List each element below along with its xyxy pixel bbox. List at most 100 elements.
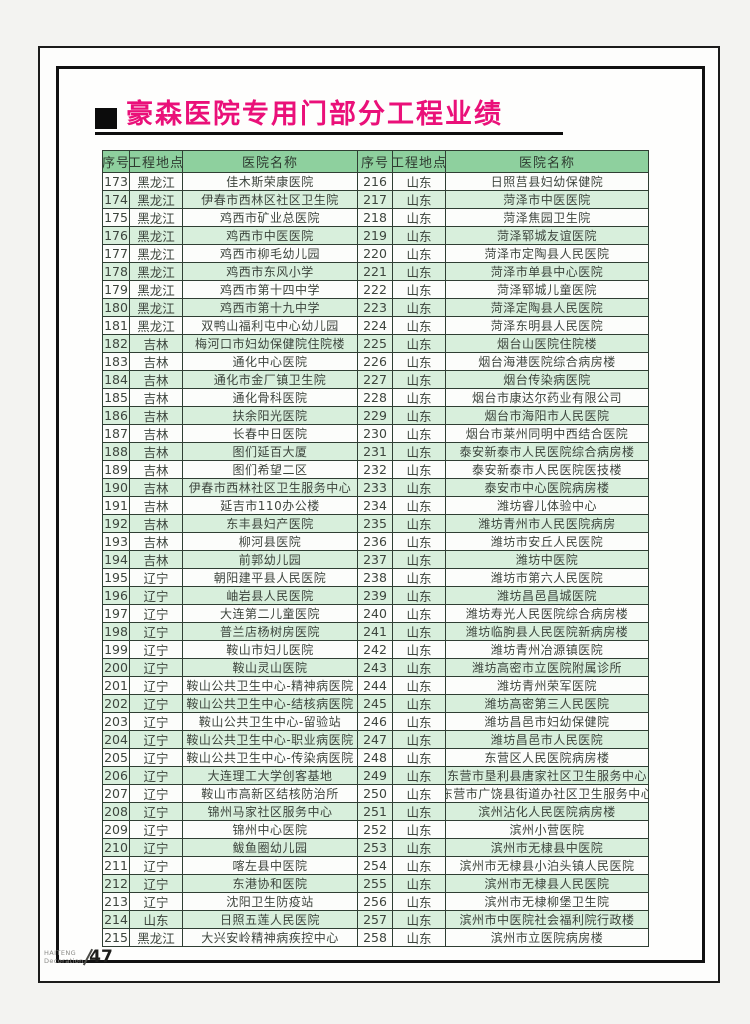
hospital-name-cell: 潍坊市安丘人民医院 — [446, 533, 649, 551]
location-cell: 山东 — [393, 551, 446, 569]
location-cell: 山东 — [393, 209, 446, 227]
location-cell: 辽宁 — [130, 767, 183, 785]
hospital-name-cell: 前郭幼儿园 — [183, 551, 358, 569]
hospital-name-cell: 菏泽焦园卫生院 — [446, 209, 649, 227]
column-header: 工程地点 — [130, 151, 183, 173]
hospital-name-cell: 图们希望二区 — [183, 461, 358, 479]
location-cell: 山东 — [393, 587, 446, 605]
location-cell: 山东 — [393, 173, 446, 191]
location-cell: 山东 — [393, 515, 446, 533]
location-cell: 辽宁 — [130, 713, 183, 731]
location-cell: 山东 — [393, 335, 446, 353]
row-number-cell: 206 — [103, 767, 130, 785]
row-number-cell: 177 — [103, 245, 130, 263]
hospital-name-cell: 图们延百大厦 — [183, 443, 358, 461]
row-number-cell: 225 — [358, 335, 393, 353]
hospital-name-cell: 潍坊睿儿体验中心 — [446, 497, 649, 515]
hospital-name-cell: 滨州小营医院 — [446, 821, 649, 839]
row-number-cell: 189 — [103, 461, 130, 479]
location-cell: 辽宁 — [130, 569, 183, 587]
hospital-name-cell: 烟台海港医院综合病房楼 — [446, 353, 649, 371]
hospital-name-cell: 泰安新泰市人民医院医技楼 — [446, 461, 649, 479]
row-number-cell: 178 — [103, 263, 130, 281]
hospital-name-cell: 潍坊高密市立医院附属诊所 — [446, 659, 649, 677]
location-cell: 山东 — [393, 371, 446, 389]
row-number-cell: 248 — [358, 749, 393, 767]
hospital-name-cell: 鸡西市第十九中学 — [183, 299, 358, 317]
location-cell: 辽宁 — [130, 803, 183, 821]
row-number-cell: 252 — [358, 821, 393, 839]
hospital-name-cell: 鸡西市第十四中学 — [183, 281, 358, 299]
row-number-cell: 186 — [103, 407, 130, 425]
location-cell: 山东 — [393, 317, 446, 335]
row-number-cell: 246 — [358, 713, 393, 731]
hospital-name-cell: 烟台山医院住院楼 — [446, 335, 649, 353]
hospital-name-cell: 通化市金厂镇卫生院 — [183, 371, 358, 389]
hospital-name-cell: 潍坊昌邑昌城医院 — [446, 587, 649, 605]
row-number-cell: 200 — [103, 659, 130, 677]
location-cell: 黑龙江 — [130, 281, 183, 299]
row-number-cell: 244 — [358, 677, 393, 695]
hospital-name-cell: 潍坊高密第三人民医院 — [446, 695, 649, 713]
location-cell: 吉林 — [130, 335, 183, 353]
location-cell: 山东 — [393, 893, 446, 911]
row-number-cell: 181 — [103, 317, 130, 335]
location-cell: 辽宁 — [130, 821, 183, 839]
row-number-cell: 211 — [103, 857, 130, 875]
column-header: 工程地点 — [393, 151, 446, 173]
hospital-name-cell: 潍坊中医院 — [446, 551, 649, 569]
hospital-name-cell: 潍坊市第六人民医院 — [446, 569, 649, 587]
row-number-cell: 203 — [103, 713, 130, 731]
location-cell: 黑龙江 — [130, 173, 183, 191]
row-number-cell: 239 — [358, 587, 393, 605]
row-number-cell: 184 — [103, 371, 130, 389]
hospital-name-cell: 烟台传染病医院 — [446, 371, 649, 389]
row-number-cell: 213 — [103, 893, 130, 911]
row-number-cell: 233 — [358, 479, 393, 497]
row-number-cell: 227 — [358, 371, 393, 389]
location-cell: 山东 — [393, 677, 446, 695]
brand-name: HAITENG Decoration — [44, 949, 84, 965]
location-cell: 吉林 — [130, 371, 183, 389]
row-number-cell: 183 — [103, 353, 130, 371]
row-number-cell: 198 — [103, 623, 130, 641]
location-cell: 山东 — [393, 191, 446, 209]
row-number-cell: 173 — [103, 173, 130, 191]
location-cell: 黑龙江 — [130, 317, 183, 335]
hospital-name-cell: 潍坊昌邑市人民医院 — [446, 731, 649, 749]
location-cell: 山东 — [393, 353, 446, 371]
row-number-cell: 199 — [103, 641, 130, 659]
location-cell: 山东 — [393, 443, 446, 461]
row-number-cell: 190 — [103, 479, 130, 497]
hospital-name-cell: 潍坊青州冶源镇医院 — [446, 641, 649, 659]
hospital-name-cell: 鞍山公共卫生中心-留验站 — [183, 713, 358, 731]
page-title: 豪森医院专用门部分工程业绩 — [126, 99, 503, 130]
row-number-cell: 219 — [358, 227, 393, 245]
row-number-cell: 224 — [358, 317, 393, 335]
projects-table: 序号 工程地点 医院名称 序号 工程地点 医院名称 173 黑龙江 佳木斯荣康医院 216 山东 日照… — [102, 150, 649, 947]
location-cell: 吉林 — [130, 551, 183, 569]
hospital-name-cell: 大连第二儿童医院 — [183, 605, 358, 623]
row-number-cell: 204 — [103, 731, 130, 749]
row-number-cell: 234 — [358, 497, 393, 515]
location-cell: 山东 — [393, 605, 446, 623]
row-number-cell: 202 — [103, 695, 130, 713]
row-number-cell: 236 — [358, 533, 393, 551]
location-cell: 辽宁 — [130, 785, 183, 803]
location-cell: 吉林 — [130, 407, 183, 425]
row-number-cell: 193 — [103, 533, 130, 551]
location-cell: 黑龙江 — [130, 263, 183, 281]
row-number-cell: 194 — [103, 551, 130, 569]
location-cell: 吉林 — [130, 443, 183, 461]
row-number-cell: 223 — [358, 299, 393, 317]
location-cell: 辽宁 — [130, 677, 183, 695]
location-cell: 辽宁 — [130, 605, 183, 623]
row-number-cell: 175 — [103, 209, 130, 227]
hospital-name-cell: 菏泽市单县中心医院 — [446, 263, 649, 281]
row-number-cell: 182 — [103, 335, 130, 353]
row-number-cell: 249 — [358, 767, 393, 785]
location-cell: 山东 — [393, 749, 446, 767]
hospital-name-cell: 鲅鱼圈幼儿园 — [183, 839, 358, 857]
hospital-name-cell: 烟台市康达尔药业有限公司 — [446, 389, 649, 407]
location-cell: 辽宁 — [130, 641, 183, 659]
